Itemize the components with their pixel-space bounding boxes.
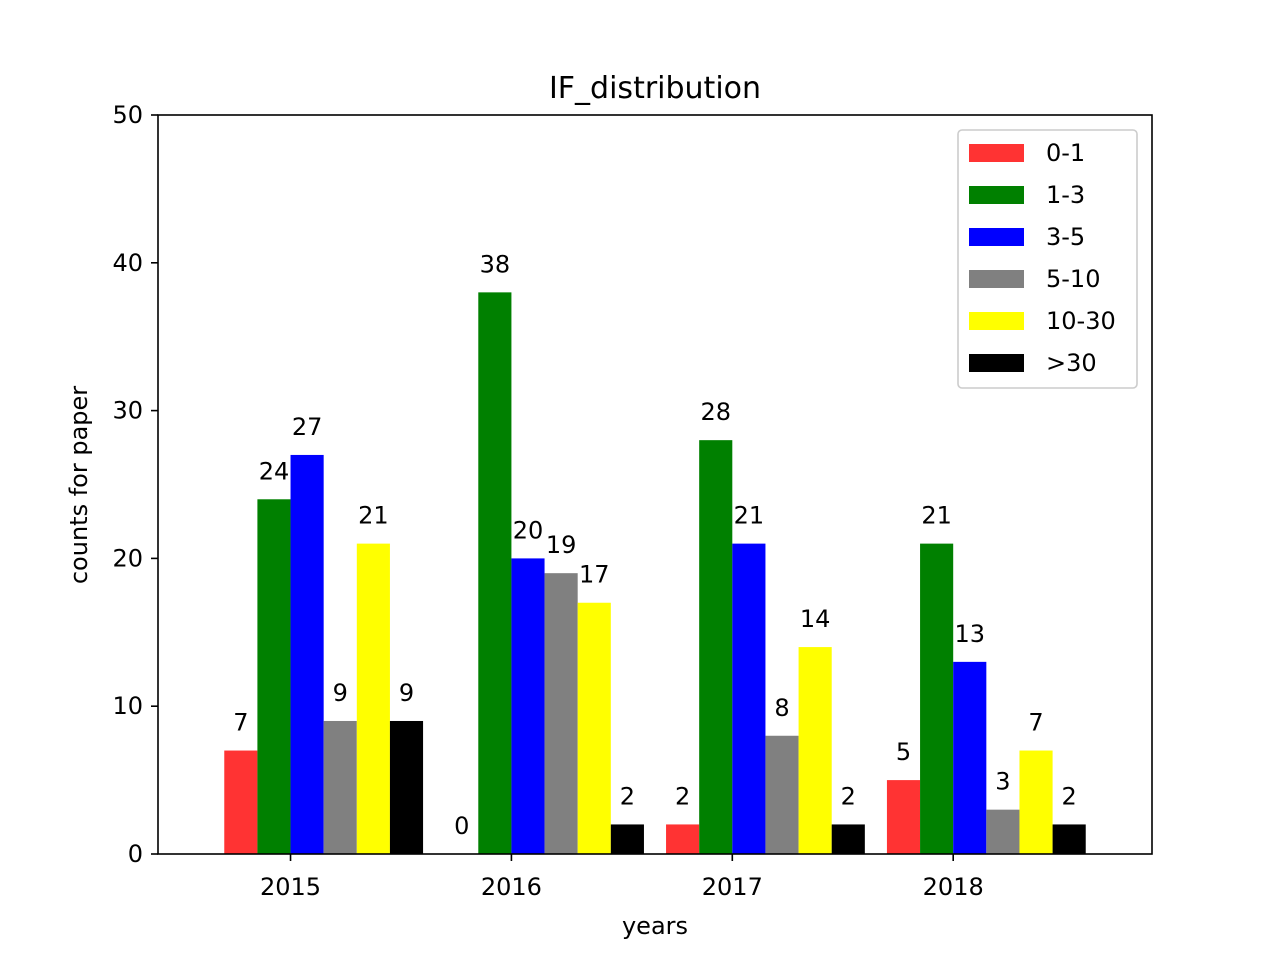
bar-value-label: 14	[800, 605, 831, 633]
bar-value-label: 2	[620, 782, 635, 810]
bar-value-label: 8	[774, 694, 789, 722]
legend-label: >30	[1046, 349, 1097, 377]
bar-value-label: 19	[546, 531, 577, 559]
legend-label: 1-3	[1046, 181, 1085, 209]
bar-value-label: 21	[734, 502, 765, 530]
legend: 0-1 1-3 3-5 5-10 10-30 >30	[957, 129, 1138, 389]
bar-value-label: 24	[259, 457, 290, 485]
bar-value-label: 13	[954, 620, 985, 648]
x-tick-label: 2016	[481, 873, 542, 901]
bar-value-label: 27	[292, 413, 323, 441]
legend-label: 3-5	[1046, 223, 1085, 251]
legend-swatch-5-10	[969, 270, 1024, 288]
legend-swatch-3-5	[969, 228, 1024, 246]
y-tick-label: 0	[128, 840, 143, 868]
bar-value-label: 5	[896, 738, 911, 766]
bar-10-30-2016	[577, 602, 611, 854]
bar-value-label: 9	[399, 679, 414, 707]
bar-value-label: 38	[480, 250, 511, 278]
bar-value-label: 3	[995, 768, 1010, 796]
bar-10-30-2017	[798, 647, 832, 854]
y-axis-label: counts for paper	[65, 386, 93, 584]
bar-value-label: 7	[233, 709, 248, 737]
y-axis: 0 10 20 30 40 50	[112, 101, 158, 868]
bar-value-label: 21	[921, 502, 952, 530]
bar-value-label: 20	[513, 516, 544, 544]
bar-1-3-2017	[699, 440, 733, 854]
bar-labels-group: 7 0 2 5 24 38 28 21 27 20 21 13 9 19 8 3 21 17 14 7 9 2 2 2	[233, 250, 1077, 840]
legend-label: 0-1	[1046, 139, 1085, 167]
bar-value-label: 17	[579, 561, 610, 589]
bar-1-3-2015	[257, 499, 291, 854]
y-tick-label: 40	[112, 249, 143, 277]
bar-value-label: 9	[333, 679, 348, 707]
bar-1-3-2016	[478, 292, 512, 854]
x-axis-label: years	[622, 912, 688, 940]
bars-group	[224, 292, 1086, 854]
bar-3-5-2018	[953, 661, 987, 854]
bar-1-3-2018	[920, 543, 954, 854]
bar-0-1-2018	[886, 780, 921, 854]
y-tick-label: 20	[112, 544, 143, 572]
x-tick-label: 2017	[702, 873, 763, 901]
x-axis: 2015 2016 2017 2018	[260, 854, 984, 901]
legend-swatch-0-1	[969, 144, 1024, 162]
bar-3-5-2017	[732, 543, 766, 854]
bar-3-5-2016	[511, 558, 545, 854]
bar-5-10-2018	[986, 809, 1020, 854]
x-tick-label: 2018	[923, 873, 984, 901]
y-tick-label: 10	[112, 692, 143, 720]
bar-value-label: 21	[358, 502, 389, 530]
bar-value-label: 2	[841, 782, 856, 810]
y-tick-label: 50	[112, 101, 143, 129]
plot-area-frame	[157, 114, 1153, 855]
legend-label: 10-30	[1046, 307, 1116, 335]
legend-swatch->30	[969, 354, 1024, 372]
bar-5-10-2015	[323, 720, 357, 854]
bar-10-30-2018	[1019, 750, 1053, 854]
bar-value-label: 2	[675, 782, 690, 810]
bar-value-label: 7	[1028, 709, 1043, 737]
chart-title: IF_distribution	[549, 71, 761, 106]
bar-value-label: 2	[1062, 782, 1077, 810]
bar-0-1-2015	[224, 750, 258, 854]
bar-10-30-2015	[356, 543, 390, 854]
bar->30-2015	[389, 720, 424, 854]
bar-0-1-2017	[666, 824, 700, 854]
x-tick-label: 2015	[260, 873, 321, 901]
legend-label: 5-10	[1046, 265, 1100, 293]
bar-value-label: 0	[454, 812, 469, 840]
bar->30-2016	[610, 824, 644, 854]
legend-swatch-10-30	[969, 312, 1024, 330]
bar->30-2017	[831, 824, 865, 854]
bar-3-5-2015	[290, 454, 324, 854]
bar->30-2018	[1052, 824, 1086, 854]
bar-value-label: 28	[700, 398, 731, 426]
legend-swatch-1-3	[969, 186, 1024, 204]
bar-5-10-2017	[765, 735, 799, 854]
y-tick-label: 30	[112, 397, 143, 425]
bar-5-10-2016	[544, 573, 578, 854]
